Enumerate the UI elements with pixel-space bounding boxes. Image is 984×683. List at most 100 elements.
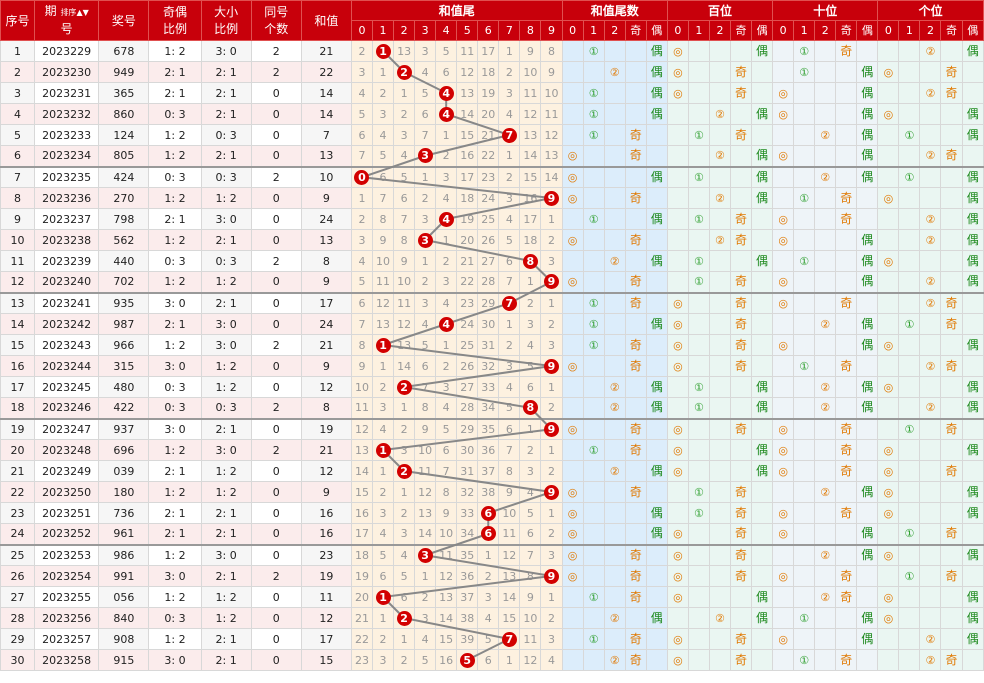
tail-cell: 3: [435, 165, 458, 188]
shi-cell: 偶: [856, 481, 879, 503]
tail-cell: 21: [456, 250, 479, 272]
bai-cell: [666, 481, 689, 503]
ge-cell: [898, 397, 921, 419]
tail-cell: 23: [456, 291, 479, 314]
zs-cell: [645, 628, 668, 650]
row-size: 2: 1: [200, 565, 252, 587]
shi-cell: ◎: [772, 145, 795, 167]
row-sum: 12: [300, 376, 352, 398]
zs-cell: [603, 355, 626, 377]
ge-cell: [898, 61, 921, 83]
tail-cell: 1: [372, 40, 395, 62]
bai-cell: [666, 250, 689, 272]
ge-cell: [877, 82, 900, 104]
row-same: 0: [250, 607, 302, 629]
bai-mark: ①: [693, 128, 704, 142]
row-parity: 2: 1: [148, 460, 202, 482]
zs-cell: ◎: [561, 187, 584, 209]
ge-cell: [898, 586, 921, 608]
tail-cell: 35: [456, 543, 479, 566]
ge-mark: 奇: [945, 316, 958, 331]
row-prize: 440: [98, 250, 150, 272]
shi-mark: 偶: [861, 127, 874, 142]
shi-cell: [835, 523, 858, 545]
sort-button[interactable]: 排序▲▼: [60, 8, 89, 17]
ge-mark: 偶: [966, 547, 979, 562]
header-issue[interactable]: 期 排序▲▼ 号: [34, 0, 100, 41]
ge-cell: [898, 103, 921, 125]
zs-mark: 奇: [629, 652, 642, 667]
ge-mark: ①: [904, 527, 915, 541]
tail-cell: 1: [477, 543, 500, 566]
tail-cell: 11: [519, 628, 542, 650]
ge-cell: 奇: [940, 313, 963, 335]
zs-cell: ①: [582, 291, 605, 314]
zs-cell: [561, 376, 584, 398]
zs-cell: [603, 208, 626, 230]
bai-cell: ◎: [666, 313, 689, 335]
zs-mark: 奇: [629, 358, 642, 373]
zs-cell: [603, 586, 626, 608]
tail-cell: 6: [498, 250, 521, 272]
zs-cell: [645, 229, 668, 251]
tail-cell: 20: [477, 103, 500, 125]
header-bai-col: 2: [708, 20, 731, 41]
zs-cell: ①: [582, 103, 605, 125]
bai-cell: [708, 313, 731, 335]
ge-cell: [940, 607, 963, 629]
table-row: 15 2023243 966 1: 2 3: 0 2 21 8 1 13 5 1 25 31 2 4 3 ① 奇 ◎ 奇…: [0, 334, 984, 356]
tail-cell: 13: [414, 502, 437, 524]
tail-cell: 9: [540, 417, 563, 440]
header-tail-digit: 9: [540, 20, 563, 41]
zs-mark: 偶: [650, 169, 663, 184]
ge-cell: [919, 61, 942, 83]
row-parity: 2: 1: [148, 502, 202, 524]
bai-mark: 奇: [735, 421, 748, 436]
ge-cell: [940, 543, 963, 566]
bai-cell: [708, 271, 731, 293]
zs-cell: ①: [582, 334, 605, 356]
row-issue: 2023247: [34, 417, 100, 440]
zs-cell: [603, 481, 626, 503]
zs-cell: ◎: [561, 145, 584, 167]
zs-cell: [645, 124, 668, 146]
tail-cell: 1: [519, 271, 542, 293]
tail-cell: 39: [456, 628, 479, 650]
tail-cell: 3: [414, 229, 437, 251]
table-row: 16 2023244 315 3: 0 1: 2 0 9 9 1 14 6 2 26 32 3 5 9 ◎ 奇 ◎ 奇 ①…: [0, 355, 984, 377]
bai-cell: [708, 586, 731, 608]
ge-cell: [898, 649, 921, 671]
tail-cell: 3: [350, 229, 374, 251]
row-size: 2: 1: [200, 229, 252, 251]
shi-mark: ◎: [778, 569, 788, 583]
shi-mark: ◎: [778, 275, 788, 289]
shi-cell: [772, 543, 795, 566]
shi-cell: 偶: [856, 82, 879, 104]
zs-mark: ①: [588, 44, 599, 58]
shi-mark: 奇: [840, 43, 853, 58]
tail-cell: 9: [519, 40, 542, 62]
shi-mark: 偶: [861, 526, 874, 541]
tail-cell: 4: [519, 334, 542, 356]
row-prize: 365: [98, 82, 150, 104]
zs-cell: [561, 291, 584, 314]
zs-mark: 偶: [650, 526, 663, 541]
tail-ball: 7: [501, 631, 517, 647]
tail-cell: 2: [393, 61, 416, 83]
bai-cell: [708, 82, 731, 104]
zs-mark: 奇: [629, 631, 642, 646]
tail-cell: 9: [498, 481, 521, 503]
header-sum: 和值: [300, 0, 352, 41]
tail-cell: 2: [477, 565, 500, 587]
zs-cell: [582, 460, 605, 482]
tail-cell: 3: [372, 103, 395, 125]
tail-cell: 12: [519, 103, 542, 125]
shi-cell: [835, 397, 858, 419]
shi-cell: ②: [814, 376, 837, 398]
tail-cell: 1: [414, 565, 437, 587]
bai-cell: ①: [687, 376, 710, 398]
row-seq: 18: [0, 397, 36, 419]
shi-cell: [793, 208, 816, 230]
ge-cell: ◎: [877, 103, 900, 125]
zs-cell: [603, 229, 626, 251]
